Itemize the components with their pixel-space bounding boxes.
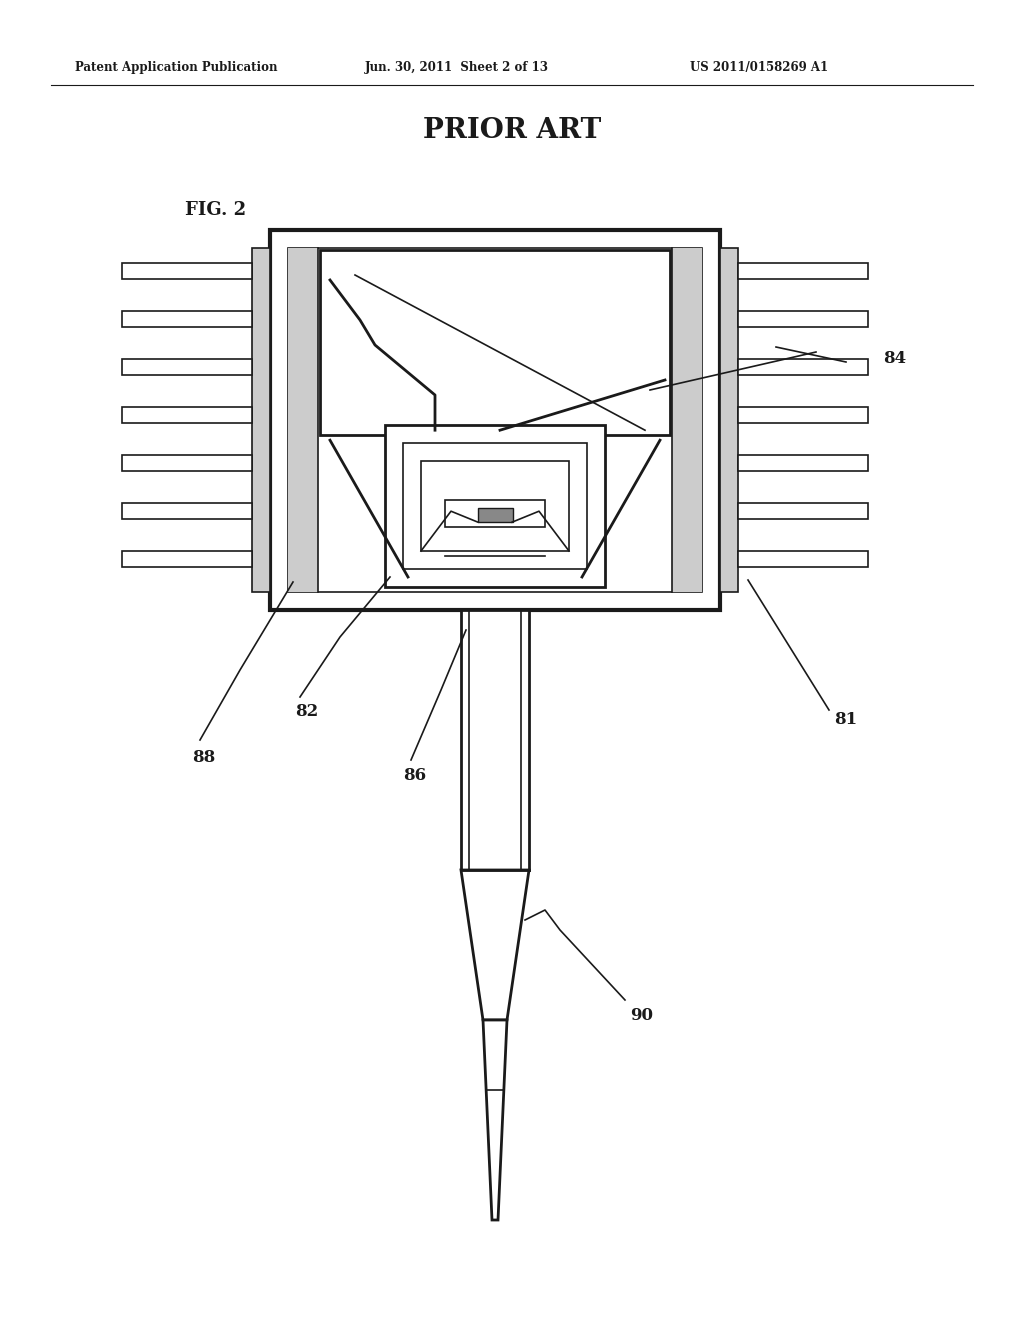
Bar (122, 455, 252, 471)
Text: PRIOR ART: PRIOR ART (423, 116, 601, 144)
Bar (738, 312, 868, 327)
Text: US 2011/0158269 A1: US 2011/0158269 A1 (690, 62, 828, 74)
Bar (738, 359, 868, 375)
Polygon shape (483, 1020, 507, 1220)
Text: 81: 81 (834, 711, 857, 729)
Text: FIG. 2: FIG. 2 (185, 201, 246, 219)
Bar (720, 248, 738, 591)
Bar (738, 407, 868, 422)
Bar (122, 263, 252, 279)
Bar (672, 248, 702, 591)
Text: 90: 90 (630, 1006, 653, 1023)
Text: 84: 84 (883, 350, 906, 367)
Bar (122, 550, 252, 568)
Text: 82: 82 (295, 704, 318, 721)
Text: Jun. 30, 2011  Sheet 2 of 13: Jun. 30, 2011 Sheet 2 of 13 (365, 62, 549, 74)
Bar (122, 407, 252, 422)
Bar (270, 230, 720, 610)
Text: Patent Application Publication: Patent Application Publication (75, 62, 278, 74)
Polygon shape (461, 870, 529, 1020)
Bar (421, 461, 569, 550)
Bar (738, 263, 868, 279)
Bar (461, 610, 529, 870)
Bar (738, 550, 868, 568)
Bar (122, 503, 252, 519)
Bar (288, 248, 702, 591)
Text: 86: 86 (403, 767, 426, 784)
Bar (738, 503, 868, 519)
Bar (122, 312, 252, 327)
Text: 88: 88 (193, 750, 215, 767)
Bar (478, 508, 513, 523)
Bar (738, 455, 868, 471)
Bar (122, 359, 252, 375)
Bar (385, 425, 605, 587)
Bar (288, 248, 318, 591)
Bar (403, 444, 587, 569)
Bar (445, 500, 545, 527)
Bar (252, 248, 270, 591)
Bar (319, 249, 670, 436)
